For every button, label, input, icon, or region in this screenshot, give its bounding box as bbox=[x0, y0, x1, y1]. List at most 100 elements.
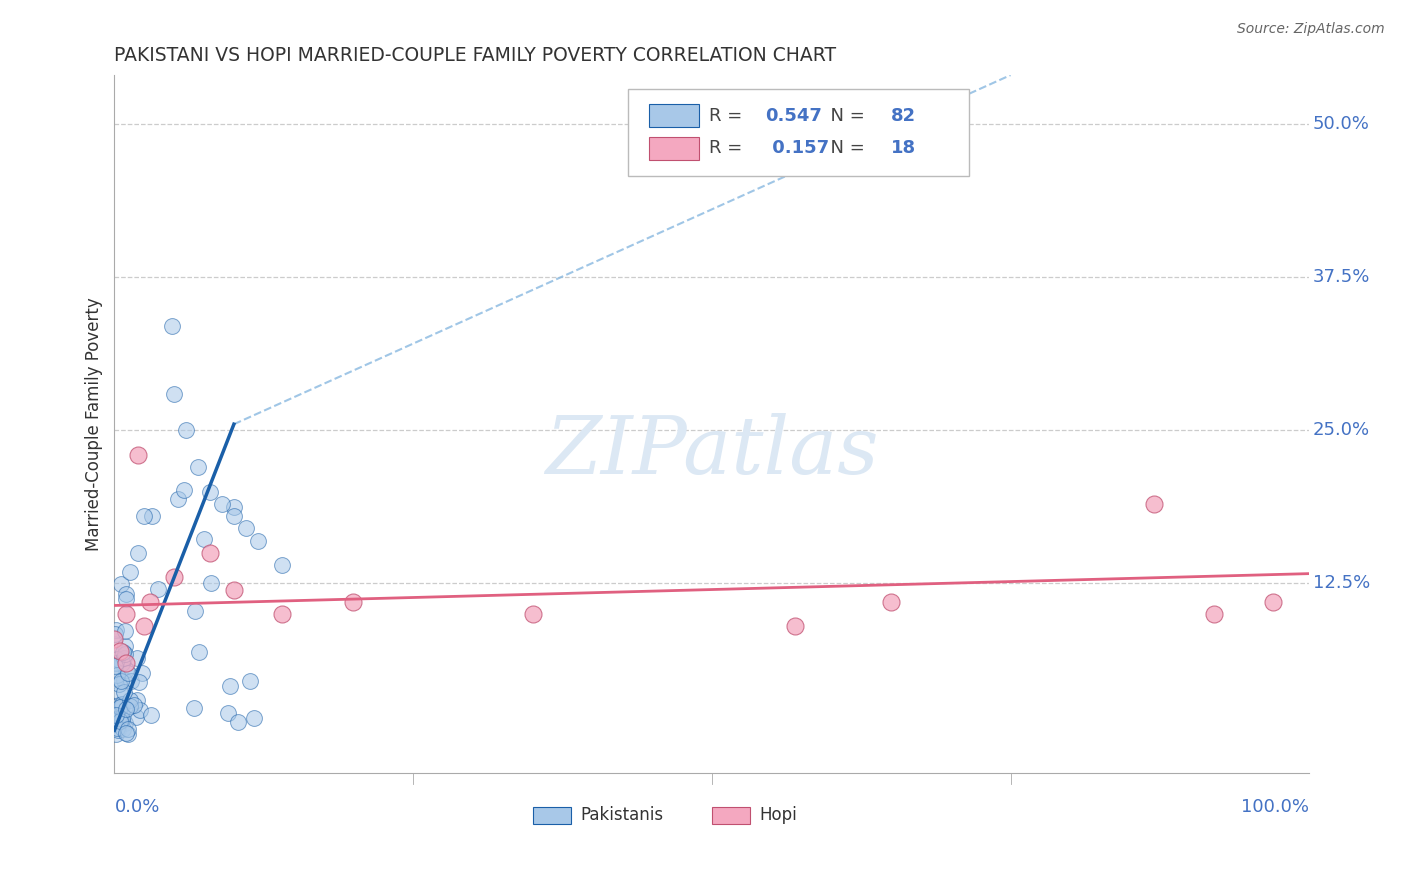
Point bbox=[114, 716, 136, 731]
Point bbox=[103, 637, 125, 651]
Point bbox=[110, 644, 132, 658]
Point bbox=[141, 708, 163, 723]
Point bbox=[110, 685, 132, 699]
Point bbox=[112, 684, 135, 698]
Point bbox=[141, 509, 163, 524]
Point bbox=[342, 595, 364, 609]
Text: ZIPatlas: ZIPatlas bbox=[546, 413, 879, 491]
Point bbox=[226, 715, 249, 730]
Point bbox=[105, 721, 128, 735]
Point bbox=[128, 674, 150, 689]
Point bbox=[522, 607, 544, 621]
Point bbox=[108, 714, 131, 728]
Point bbox=[111, 699, 134, 714]
Point bbox=[127, 546, 149, 560]
Point bbox=[110, 711, 132, 725]
Point bbox=[107, 723, 129, 737]
Point bbox=[880, 595, 903, 609]
Text: 0.157: 0.157 bbox=[766, 139, 828, 157]
Text: 0.0%: 0.0% bbox=[114, 797, 160, 815]
Point bbox=[112, 650, 135, 665]
Point bbox=[104, 659, 127, 673]
Text: PAKISTANI VS HOPI MARRIED-COUPLE FAMILY POVERTY CORRELATION CHART: PAKISTANI VS HOPI MARRIED-COUPLE FAMILY … bbox=[114, 46, 837, 65]
Point bbox=[115, 607, 138, 621]
Text: R =: R = bbox=[710, 139, 748, 157]
Point bbox=[127, 448, 149, 462]
Point bbox=[107, 711, 129, 725]
Text: R =: R = bbox=[710, 107, 748, 125]
FancyBboxPatch shape bbox=[628, 89, 969, 177]
Point bbox=[163, 570, 186, 584]
Point bbox=[115, 587, 138, 601]
Point bbox=[103, 632, 125, 646]
Y-axis label: Married-Couple Family Poverty: Married-Couple Family Poverty bbox=[86, 297, 103, 551]
Point bbox=[188, 645, 211, 659]
Point bbox=[124, 698, 146, 712]
Point bbox=[132, 509, 155, 524]
Point bbox=[112, 673, 135, 688]
Point bbox=[120, 693, 142, 707]
Point bbox=[217, 706, 239, 720]
Point bbox=[111, 645, 134, 659]
FancyBboxPatch shape bbox=[711, 806, 749, 824]
Point bbox=[110, 697, 132, 711]
Text: 82: 82 bbox=[891, 107, 917, 125]
Point bbox=[211, 497, 233, 511]
Point bbox=[785, 619, 807, 633]
Point bbox=[114, 640, 136, 654]
Text: 50.0%: 50.0% bbox=[1313, 115, 1369, 133]
Point bbox=[184, 604, 207, 618]
Point bbox=[117, 722, 139, 736]
Text: Source: ZipAtlas.com: Source: ZipAtlas.com bbox=[1237, 22, 1385, 37]
Point bbox=[125, 693, 148, 707]
Point bbox=[111, 657, 134, 671]
Point bbox=[239, 673, 262, 688]
Point bbox=[108, 700, 131, 714]
Point bbox=[110, 673, 132, 688]
Point bbox=[222, 582, 245, 597]
Point bbox=[107, 698, 129, 713]
Point bbox=[105, 656, 128, 670]
Text: 25.0%: 25.0% bbox=[1313, 421, 1369, 440]
Point bbox=[139, 595, 162, 609]
Point bbox=[105, 667, 128, 681]
Point bbox=[111, 723, 134, 737]
Point bbox=[107, 677, 129, 691]
Point bbox=[224, 500, 246, 514]
Point bbox=[270, 607, 292, 621]
Point bbox=[163, 386, 186, 401]
Point bbox=[114, 592, 136, 607]
FancyBboxPatch shape bbox=[533, 806, 571, 824]
Point bbox=[1143, 497, 1166, 511]
Point bbox=[198, 546, 221, 560]
Point bbox=[1202, 607, 1225, 621]
Text: Hopi: Hopi bbox=[759, 806, 797, 824]
Point bbox=[198, 484, 221, 499]
Point bbox=[114, 648, 136, 662]
Point bbox=[174, 423, 197, 437]
Point bbox=[105, 651, 128, 665]
Text: 37.5%: 37.5% bbox=[1313, 268, 1371, 286]
Point bbox=[111, 712, 134, 726]
Point bbox=[114, 702, 136, 716]
Text: Pakistanis: Pakistanis bbox=[581, 806, 664, 824]
FancyBboxPatch shape bbox=[648, 104, 699, 128]
Point bbox=[104, 627, 127, 641]
Text: N =: N = bbox=[820, 139, 870, 157]
Text: 0.547: 0.547 bbox=[766, 107, 823, 125]
Point bbox=[219, 679, 242, 693]
Point bbox=[246, 533, 269, 548]
Point bbox=[114, 663, 136, 677]
Point bbox=[104, 727, 127, 741]
Point bbox=[114, 624, 136, 639]
Point bbox=[128, 703, 150, 717]
Point bbox=[114, 726, 136, 740]
Point bbox=[270, 558, 292, 572]
Point bbox=[173, 483, 195, 498]
Point bbox=[115, 656, 138, 670]
Point bbox=[1263, 595, 1285, 609]
Point bbox=[117, 727, 139, 741]
Point bbox=[183, 701, 205, 715]
Point bbox=[222, 509, 245, 524]
Point bbox=[243, 711, 266, 725]
